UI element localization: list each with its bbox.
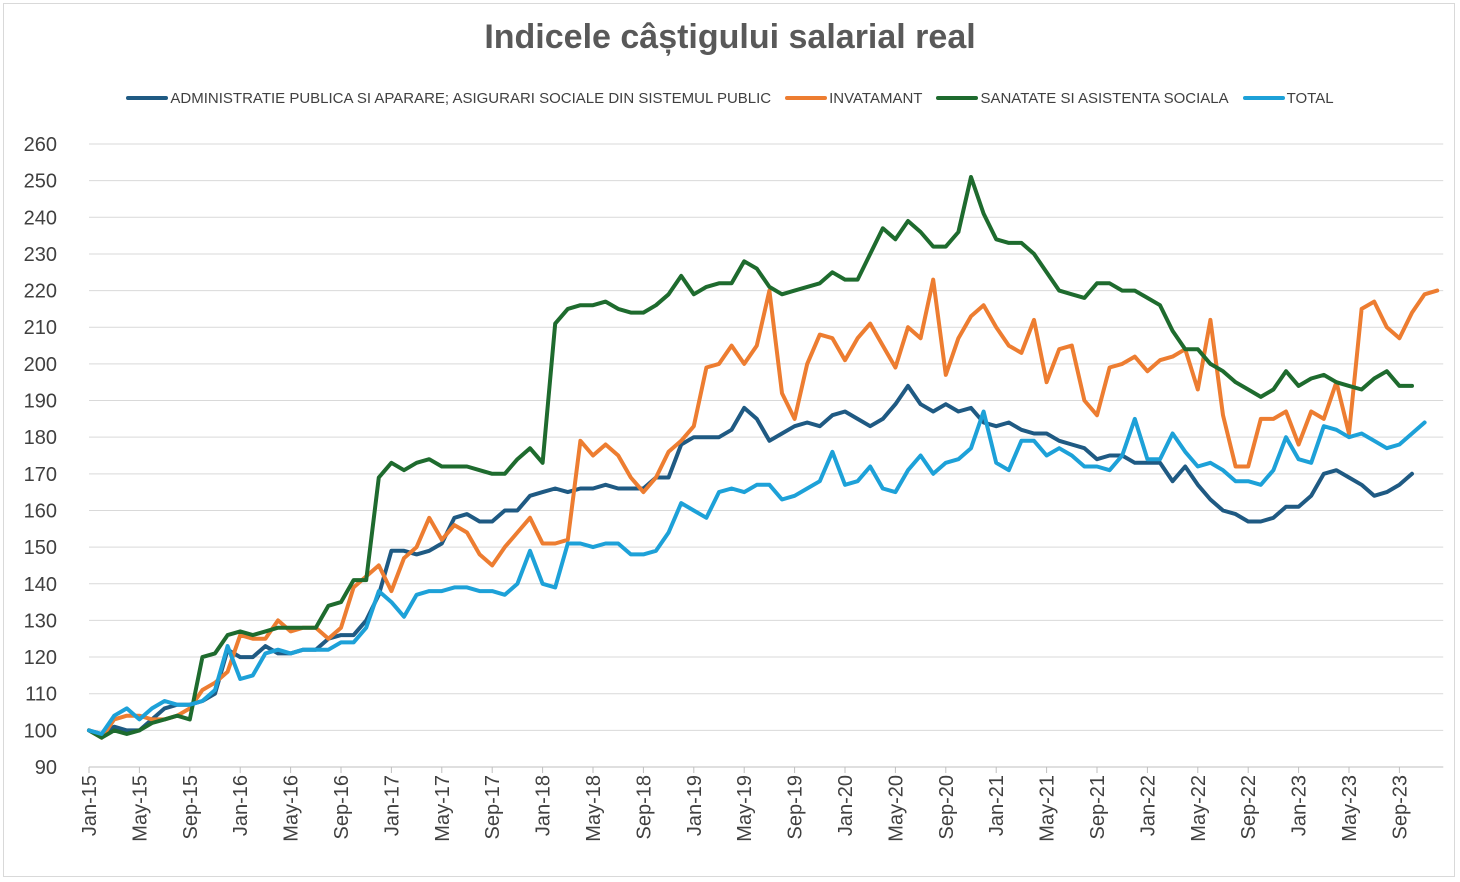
y-tick-label: 130 — [24, 610, 57, 632]
x-tick-label: Sep-20 — [936, 775, 958, 840]
x-tick-label: Jan-21 — [986, 775, 1008, 836]
y-tick-label: 160 — [24, 500, 57, 522]
chart-title: Indicele câștigului salarial real — [484, 18, 976, 56]
y-tick-label: 210 — [24, 317, 57, 339]
x-tick-label: Jan-19 — [684, 775, 706, 836]
legend-item-2: INVATAMANT — [785, 90, 922, 107]
series-line-4 — [87, 409, 1427, 736]
x-tick-label: May-20 — [885, 775, 907, 842]
x-tick-label: Sep-16 — [331, 775, 353, 840]
y-tick-label: 180 — [24, 427, 57, 449]
series-line-1 — [87, 383, 1414, 736]
y-tick-label: 200 — [24, 354, 57, 376]
x-tick-label: May-16 — [281, 775, 303, 842]
x-tick-label: Sep-23 — [1389, 775, 1411, 840]
x-tick-label: Jan-18 — [533, 775, 555, 836]
series-line-2 — [87, 277, 1440, 740]
y-tick-label: 170 — [24, 464, 57, 486]
x-tick-label: Sep-18 — [633, 775, 655, 840]
y-tick-label: 120 — [24, 647, 57, 669]
x-tick-label: Jan-22 — [1137, 775, 1159, 836]
x-tick-label: Jan-17 — [381, 775, 403, 836]
x-tick-label: May-17 — [432, 775, 454, 842]
chart-frame — [3, 3, 1455, 877]
x-tick-label: Sep-22 — [1238, 775, 1260, 840]
y-tick-label: 260 — [24, 134, 57, 156]
legend-item-1: ADMINISTRATIE PUBLICA SI APARARE; ASIGUR… — [126, 90, 771, 107]
legend-item-3: SANATATE SI ASISTENTA SOCIALA — [936, 89, 1229, 107]
y-tick-label: 100 — [24, 720, 57, 742]
x-tick-label: May-23 — [1339, 775, 1361, 842]
x-tick-label: Jan-23 — [1289, 775, 1311, 836]
legend-label: TOTAL — [1286, 89, 1334, 107]
x-tick-label: Jan-15 — [79, 775, 101, 836]
y-tick-label: 150 — [24, 537, 57, 559]
chart-legend: ADMINISTRATIE PUBLICA SI APARARE; ASIGUR… — [0, 86, 1460, 110]
legend-swatch — [785, 96, 828, 100]
series-line-3 — [87, 175, 1414, 740]
x-tick-label: Sep-15 — [180, 775, 202, 840]
x-tick-label: Sep-21 — [1087, 775, 1109, 840]
x-tick-label: Jan-20 — [835, 775, 857, 836]
legend-label: INVATAMANT — [829, 89, 923, 107]
y-tick-label: 230 — [24, 244, 57, 266]
legend-item-4: TOTAL — [1242, 89, 1334, 107]
x-tick-label: Sep-17 — [482, 775, 504, 840]
legend-swatch — [1242, 96, 1285, 100]
legend-label: SANATATE SI ASISTENTA SOCIALA — [980, 89, 1229, 107]
y-tick-label: 250 — [24, 171, 57, 193]
y-tick-label: 110 — [25, 684, 57, 706]
x-tick-label: May-15 — [129, 775, 151, 842]
x-tick-label: May-21 — [1037, 775, 1059, 842]
legend-label: ADMINISTRATIE PUBLICA SI APARARE; ASIGUR… — [170, 89, 772, 107]
y-tick-label: 190 — [24, 391, 57, 413]
y-tick-label: 240 — [24, 207, 57, 229]
legend-swatch — [936, 96, 979, 100]
x-tick-label: Jan-16 — [230, 775, 252, 836]
y-tick-label: 140 — [24, 574, 57, 596]
x-tick-label: May-19 — [734, 775, 756, 842]
legend-swatch — [126, 96, 169, 100]
x-tick-label: Sep-19 — [785, 775, 807, 840]
x-tick-label: May-22 — [1188, 775, 1210, 842]
y-tick-label: 90 — [35, 757, 57, 779]
x-tick-label: May-18 — [583, 775, 605, 842]
y-tick-label: 220 — [24, 281, 57, 303]
